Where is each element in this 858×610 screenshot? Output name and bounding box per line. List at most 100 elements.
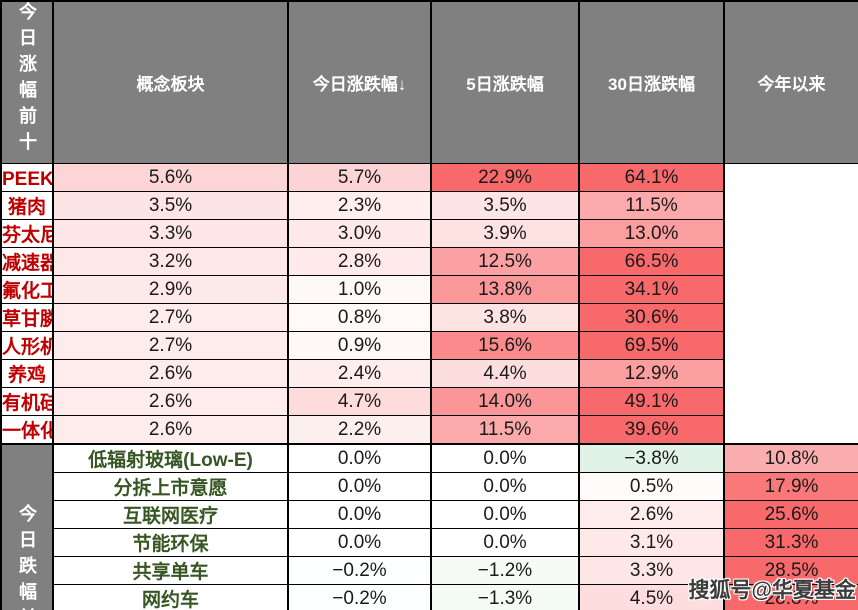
- table-row: 节能环保 0.0% 0.0% 3.1% 31.3%: [1, 528, 858, 557]
- value-cell: 66.5%: [578, 247, 725, 276]
- table-row: 养鸡 2.6% 2.4% 4.4% 12.9%: [0, 359, 858, 388]
- value-cell: 2.7%: [52, 303, 289, 332]
- table-row: 分拆上市意愿 0.0% 0.0% 0.5% 17.9%: [1, 472, 858, 501]
- sector-name-cell: 氟化工概念: [0, 275, 54, 304]
- value-cell: 2.3%: [287, 191, 432, 220]
- sector-name-cell: PEEK材料: [0, 163, 54, 192]
- column-header-ytd: 今年以来: [723, 0, 858, 164]
- sector-name-cell: 人形机器人: [0, 331, 54, 360]
- sort-descending-icon: ↓: [397, 75, 407, 94]
- value-cell: 0.0%: [287, 528, 432, 557]
- table-row: 网约车 −0.2% −1.3% 4.5% 28.8%: [1, 584, 858, 610]
- value-cell: 13.8%: [430, 275, 580, 304]
- sector-name-cell: 互联网医疗: [52, 500, 289, 529]
- value-cell: 0.0%: [287, 443, 432, 473]
- value-cell: 2.6%: [52, 359, 289, 388]
- column-header-today-change: 今日涨跌幅↓: [287, 0, 432, 164]
- table-row: 有机硅概念2.6%4.7%14.0%49.1%: [0, 387, 858, 416]
- value-cell: 3.3%: [578, 556, 725, 585]
- value-cell: 0.8%: [287, 303, 432, 332]
- value-cell: 39.6%: [578, 415, 725, 445]
- value-cell: 2.2%: [287, 415, 432, 445]
- table-row: 氟化工概念2.9%1.0%13.8%34.1%: [0, 275, 858, 304]
- value-cell: 3.9%: [430, 219, 580, 248]
- table-row: 一体化压铸2.6%2.2%11.5%39.6%: [0, 415, 858, 445]
- value-cell: 13.0%: [578, 219, 725, 248]
- value-cell: 3.8%: [430, 303, 580, 332]
- value-cell: −0.2%: [287, 584, 432, 610]
- table-row: 互联网医疗 0.0% 0.0% 2.6% 25.6%: [1, 500, 858, 529]
- value-cell: 5.7%: [287, 163, 432, 192]
- sector-name-cell: 分拆上市意愿: [52, 472, 289, 501]
- value-cell: −1.2%: [430, 556, 580, 585]
- value-cell: 11.5%: [578, 191, 725, 220]
- column-header-30day-change: 30日涨跌幅: [578, 0, 725, 164]
- table-row: 猪肉 3.5% 2.3% 3.5% 11.5%: [0, 191, 858, 220]
- value-cell: 28.5%: [723, 556, 858, 585]
- value-cell: 4.5%: [578, 584, 725, 610]
- value-cell: 25.6%: [723, 500, 858, 529]
- table-row: 减速器3.2%2.8%12.5%66.5%: [0, 247, 858, 276]
- value-cell: 30.6%: [578, 303, 725, 332]
- row-group-label-losers: 今日跌幅前十: [0, 443, 54, 610]
- value-cell: −1.3%: [430, 584, 580, 610]
- row-group-label-gainers: 今日涨幅前十: [0, 0, 54, 164]
- value-cell: 2.8%: [287, 247, 432, 276]
- sector-name-cell: 草甘膦: [0, 303, 54, 332]
- value-cell: 3.3%: [52, 219, 289, 248]
- sector-name-cell: 养鸡: [0, 359, 54, 388]
- column-header-sector: 概念板块: [52, 0, 289, 164]
- value-cell: 2.6%: [52, 387, 289, 416]
- value-cell: 0.0%: [430, 528, 580, 557]
- value-cell: 64.1%: [578, 163, 725, 192]
- value-cell: 2.9%: [52, 275, 289, 304]
- value-cell: 3.5%: [52, 191, 289, 220]
- value-cell: 12.5%: [430, 247, 580, 276]
- row-group-label-text: 今日跌幅前十: [17, 504, 37, 610]
- value-cell: 28.8%: [723, 584, 858, 610]
- sector-name-cell: 有机硅概念: [0, 387, 54, 416]
- value-cell: 49.1%: [578, 387, 725, 416]
- value-cell: 14.0%: [430, 387, 580, 416]
- sector-name-cell: 低辐射玻璃(Low-E): [52, 443, 289, 473]
- value-cell: 4.7%: [287, 387, 432, 416]
- value-cell: 69.5%: [578, 331, 725, 360]
- value-cell: 2.7%: [52, 331, 289, 360]
- value-cell: 11.5%: [430, 415, 580, 445]
- value-cell: 31.3%: [723, 528, 858, 557]
- table-row: 人形机器人2.7%0.9%15.6%69.5%: [0, 331, 858, 360]
- value-cell: 34.1%: [578, 275, 725, 304]
- value-cell: −0.2%: [287, 556, 432, 585]
- value-cell: 2.6%: [578, 500, 725, 529]
- sector-name-cell: 猪肉: [0, 191, 54, 220]
- sector-name-cell: 一体化压铸: [0, 415, 54, 445]
- value-cell: 4.4%: [430, 359, 580, 388]
- value-cell: 3.0%: [287, 219, 432, 248]
- sector-name-cell: 共享单车: [52, 556, 289, 585]
- sector-name-cell: 节能环保: [52, 528, 289, 557]
- value-cell: 22.9%: [430, 163, 580, 192]
- value-cell: 0.0%: [287, 472, 432, 501]
- table-row: 芬太尼3.3%3.0%3.9%13.0%: [0, 219, 858, 248]
- table-row: 今日跌幅前十 低辐射玻璃(Low-E) 0.0% 0.0% −3.8% 10.8%: [0, 443, 858, 610]
- value-cell: 0.0%: [287, 500, 432, 529]
- table-row: PEEK材料5.6%5.7%22.9%64.1%: [0, 163, 858, 192]
- sector-name-cell: 减速器: [0, 247, 54, 276]
- sector-name-cell: 网约车: [52, 584, 289, 610]
- value-cell: 2.4%: [287, 359, 432, 388]
- value-cell: 15.6%: [430, 331, 580, 360]
- value-cell: 0.5%: [578, 472, 725, 501]
- value-cell: 0.0%: [430, 472, 580, 501]
- value-cell: 10.8%: [723, 443, 858, 473]
- value-cell: 12.9%: [578, 359, 725, 388]
- value-cell: −3.8%: [578, 443, 725, 473]
- value-cell: 0.0%: [430, 443, 580, 473]
- value-cell: 5.6%: [52, 163, 289, 192]
- value-cell: 2.6%: [52, 415, 289, 445]
- value-cell: 3.1%: [578, 528, 725, 557]
- table-row: 共享单车 −0.2% −1.2% 3.3% 28.5%: [1, 556, 858, 585]
- value-cell: 0.9%: [287, 331, 432, 360]
- value-cell: 17.9%: [723, 472, 858, 501]
